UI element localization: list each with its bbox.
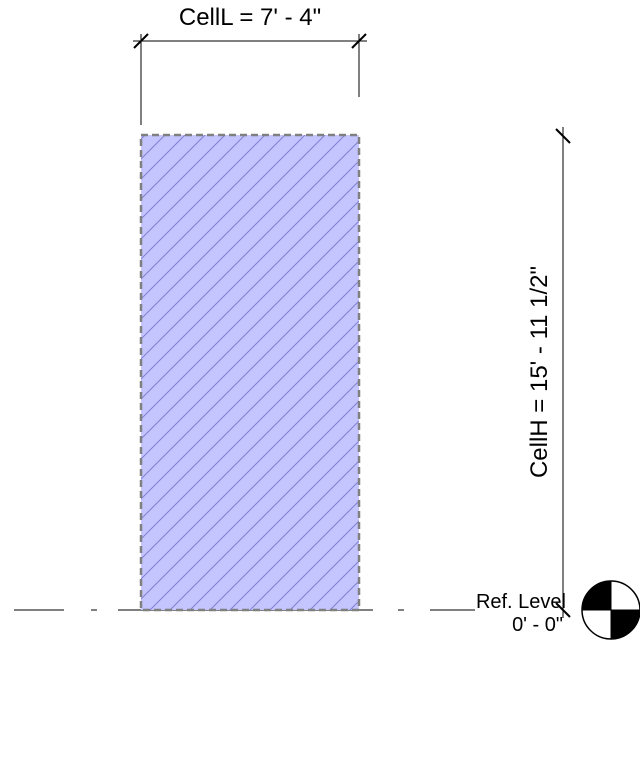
level-annotation[interactable]: Ref. Level 0' - 0": [476, 591, 566, 636]
width-dimension[interactable]: CellL = 7' - 4": [133, 4, 367, 125]
level-elevation: 0' - 0": [512, 614, 563, 636]
level-name: Ref. Level: [476, 591, 566, 613]
level-target-icon[interactable]: [581, 580, 640, 640]
cell-rectangle[interactable]: [139, 133, 361, 612]
width-dimension-label: CellL = 7' - 4": [179, 4, 321, 31]
height-dimension[interactable]: CellH = 15' - 11 1/2": [526, 127, 571, 618]
height-dimension-label: CellH = 15' - 11 1/2": [526, 266, 553, 478]
